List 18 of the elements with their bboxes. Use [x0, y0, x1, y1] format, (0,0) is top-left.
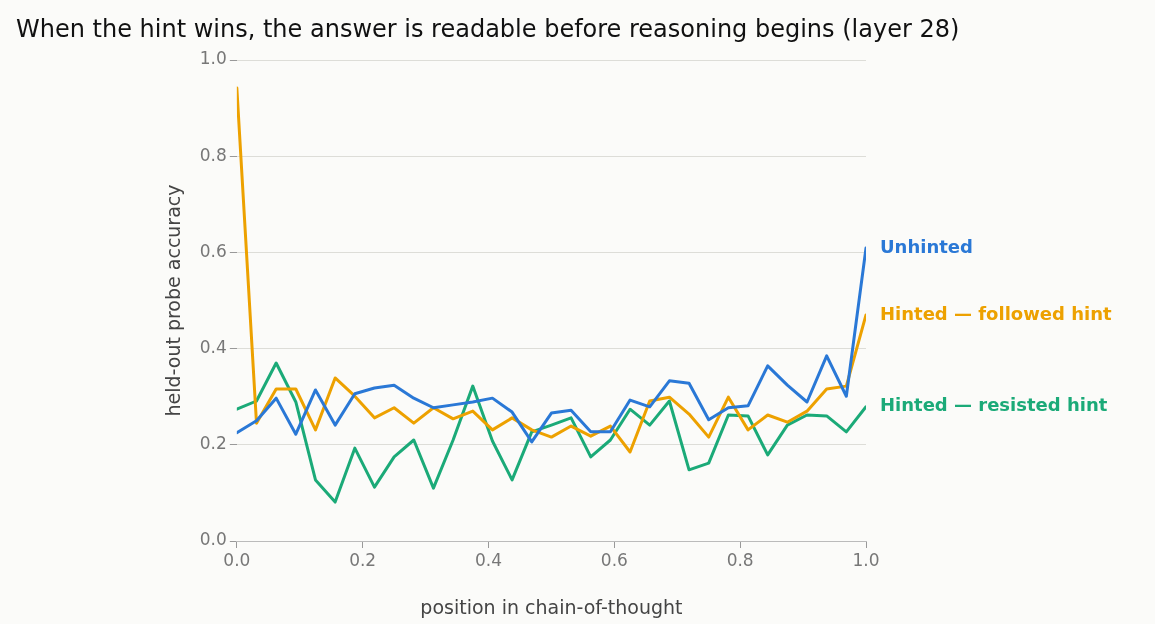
- series-label: Hinted — resisted hint: [880, 394, 1108, 416]
- x-tick-label: 0.4: [474, 549, 503, 570]
- x-tick-label: 0.0: [223, 549, 251, 570]
- x-tick-label: 0.8: [726, 549, 754, 570]
- y-tick-label: 0.8: [199, 144, 227, 165]
- y-tick-label: 0.6: [199, 240, 227, 261]
- series-label: Unhinted: [880, 235, 973, 257]
- x-tick-label: 0.2: [349, 549, 377, 570]
- x-tick-label: 0.6: [600, 549, 628, 570]
- x-tick-label: 1.0: [852, 549, 880, 570]
- y-tick-label: 0.2: [199, 433, 227, 454]
- y-axis-title: held-out probe accuracy: [162, 184, 185, 417]
- y-tick-label: 0.0: [199, 529, 227, 550]
- y-tick-label: 1.0: [199, 48, 227, 69]
- series-label: Hinted — followed hint: [880, 302, 1112, 324]
- chart-title: When the hint wins, the answer is readable before reasoning begins (layer 28): [16, 15, 960, 43]
- x-axis-title: position in chain-of-thought: [420, 595, 683, 618]
- y-tick-label: 0.4: [199, 337, 227, 358]
